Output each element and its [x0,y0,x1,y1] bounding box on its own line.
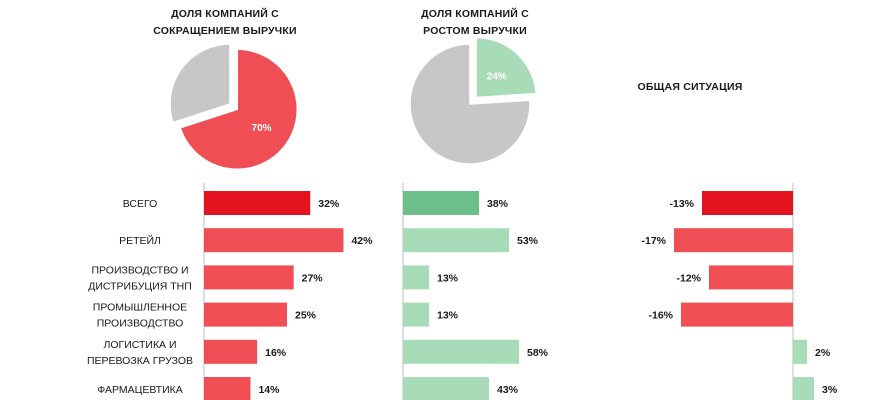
decline-pie-slice-label-0: 70% [252,123,272,134]
growth-bar-label-4: 58% [527,347,549,359]
decline-title-line1: ДОЛЯ КОМПАНИЙ С [171,8,279,20]
category-label-3-1: ПРОИЗВОДСТВО [97,318,184,330]
growth-pie-slice-label-0: 24% [487,72,507,83]
decline-bar-label-1: 42% [351,235,373,247]
decline-bar-label-2: 27% [302,272,324,284]
growth-bar-label-3: 13% [437,310,459,322]
growth-pie-title: ДОЛЯ КОМПАНИЙ С РОСТОМ ВЫРУЧКИ [380,6,570,40]
growth-bar-3 [403,302,429,327]
decline-bar-label-4: 16% [265,347,287,359]
overall-bar-label-5: 3% [822,384,838,396]
decline-pie-slice-0 [179,48,298,171]
overall-bar-label-3: -16% [648,310,673,322]
decline-bar-label-5: 14% [258,384,280,396]
overall-bar-label-1: -17% [641,235,666,247]
growth-bar-1 [403,228,509,253]
decline-bar-5 [204,377,251,400]
category-label-2-0: ПРОИЗВОДСТВО И [91,264,188,276]
growth-title-line2: РОСТОМ ВЫРУЧКИ [423,25,527,37]
overall-bar-2 [709,265,793,290]
category-label-2-1: ДИСТРИБУЦИЯ ТНП [88,280,192,292]
overall-bar-label-2: -12% [676,272,701,284]
overall-bar-label-0: -13% [669,198,694,210]
overall-bar-3 [681,302,793,327]
decline-pie-slice-1 [169,43,231,124]
category-label-3-0: ПРОМЫШЛЕННОЕ [93,302,187,314]
decline-bar-3 [204,302,287,327]
growth-bar-label-2: 13% [437,272,459,284]
decline-bar-4 [204,339,258,364]
growth-bar-5 [403,377,489,400]
decline-bar-label-3: 25% [295,310,317,322]
growth-bar-4 [403,339,519,364]
growth-pie-slice-0 [475,36,537,99]
decline-pie-title: ДОЛЯ КОМПАНИЙ С СОКРАЩЕНИЕМ ВЫРУЧКИ [130,6,320,40]
category-label-5-0: ФАРМАЦЕВТИКА [97,384,183,396]
growth-bar-2 [403,265,429,290]
overall-bar-label-4: 2% [815,347,831,359]
overall-bar-1 [674,228,793,253]
growth-title-line1: ДОЛЯ КОМПАНИЙ С [421,8,529,20]
decline-bar-label-0: 32% [318,198,340,210]
overall-bar-4 [793,339,807,364]
overall-bar-0 [702,191,793,215]
category-label-4-0: ЛОГИСТИКА И [103,339,176,351]
category-label-1-0: РЕТЕЙЛ [119,234,161,247]
growth-bar-label-1: 53% [517,235,539,247]
overall-title: ОБЩАЯ СИТУАЦИЯ [637,81,743,93]
decline-bar-1 [204,228,344,253]
growth-pie-slice-1 [409,43,531,165]
overall-bar-5 [793,377,814,400]
decline-bar-0 [204,191,311,215]
category-label-4-1: ПЕРЕВОЗКА ГРУЗОВ [87,355,193,367]
decline-bar-2 [204,265,294,290]
growth-bar-label-0: 38% [487,198,509,210]
decline-title-line2: СОКРАЩЕНИЕМ ВЫРУЧКИ [153,25,297,37]
growth-bar-0 [403,191,479,215]
growth-bar-label-5: 43% [497,384,519,396]
category-label-0-0: ВСЕГО [123,198,158,210]
